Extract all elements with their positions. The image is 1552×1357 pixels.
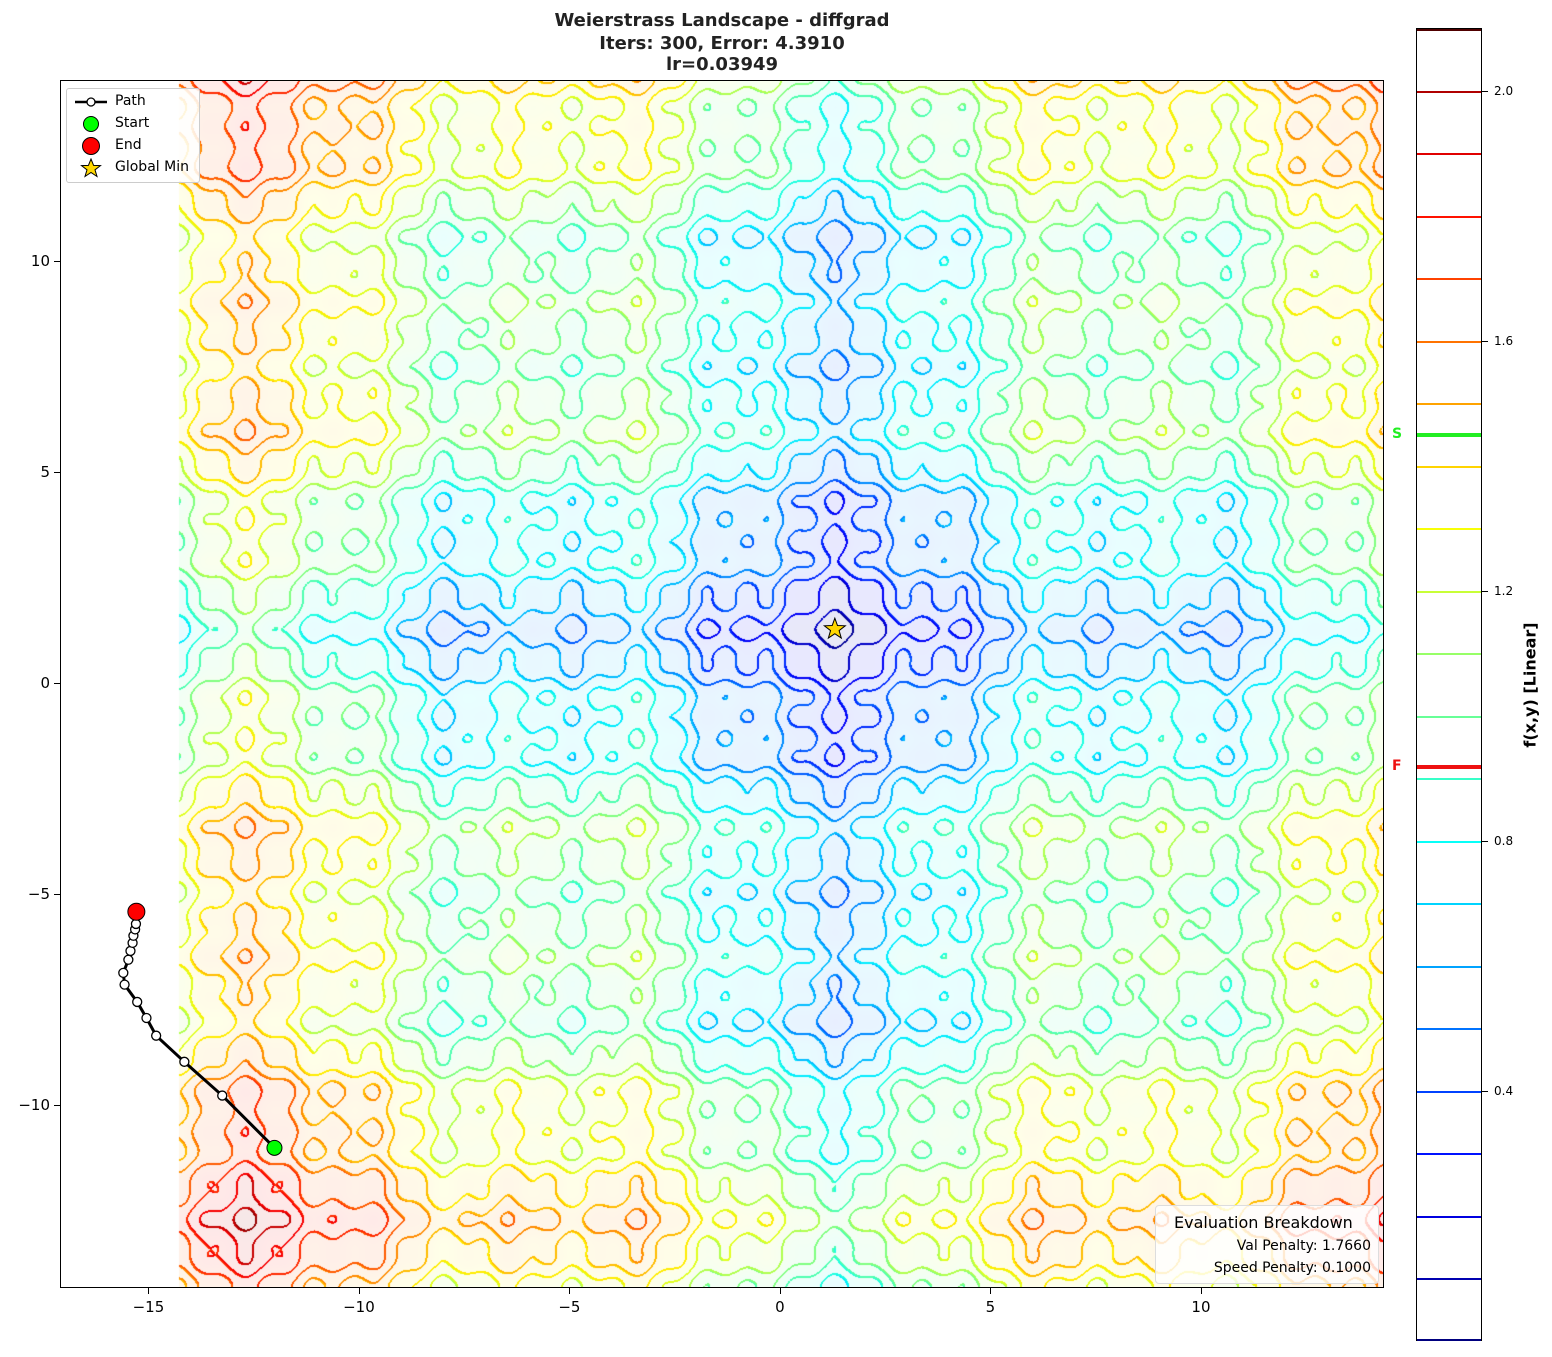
colorbar-tick-label: 0.8 — [1494, 833, 1514, 848]
colorbar-level-line — [1417, 403, 1481, 406]
x-tick — [569, 1288, 571, 1294]
end-marker — [127, 902, 146, 921]
y-tick — [54, 261, 60, 263]
chart-subtitle-lr: lr=0.03949 — [665, 54, 779, 75]
colorbar-level-line — [1417, 1153, 1481, 1156]
start-marker-icon — [83, 116, 99, 132]
colorbar-marker-line — [1417, 433, 1481, 438]
global-min-star — [822, 616, 847, 640]
y-tick — [54, 683, 60, 684]
val-penalty: Val Penalty: 1.7660 — [1236, 1238, 1371, 1254]
x-tick — [148, 1288, 150, 1294]
y-tick-label: −5 — [27, 884, 50, 903]
start-marker — [266, 1139, 283, 1156]
path-point — [141, 1012, 152, 1024]
legend-label: End — [115, 137, 142, 153]
legend-item-start: Start — [67, 114, 197, 134]
y-tick-label: 0 — [40, 674, 50, 692]
contour-field — [61, 81, 1383, 1287]
y-tick-label: 10 — [30, 252, 50, 271]
colorbar-tick — [1482, 340, 1488, 342]
colorbar-level-line — [1417, 1215, 1481, 1218]
colorbar-tick-label: 1.6 — [1494, 333, 1514, 348]
path-point — [118, 967, 129, 978]
chart-title: Weierstrass Landscape - diffgrad — [554, 10, 890, 31]
colorbar-level-line — [1417, 29, 1481, 31]
colorbar-level-line — [1417, 965, 1481, 968]
colorbar-level-line — [1417, 1090, 1481, 1093]
end-marker-icon — [82, 137, 100, 155]
x-tick — [990, 1288, 992, 1294]
legend-item-path: Path — [67, 92, 197, 112]
colorbar-level-line — [1417, 590, 1481, 593]
colorbar-tick — [1482, 90, 1488, 92]
path-point — [217, 1090, 228, 1101]
colorbar-tick — [1482, 590, 1488, 592]
plot-area — [60, 80, 1384, 1288]
path-overlay — [118, 616, 847, 1156]
colorbar-tick-label: 2.0 — [1494, 83, 1514, 98]
star-icon — [80, 158, 102, 178]
colorbar-tick-label: 0.4 — [1494, 1083, 1514, 1098]
legend-item-global-min: Global Min — [67, 158, 197, 178]
x-tick — [779, 1288, 781, 1294]
chart-subtitle-iters: Iters: 300, Error: 4.3910 — [599, 33, 845, 54]
x-tick-label: 0 — [775, 1298, 785, 1316]
legend-label: Global Min — [115, 159, 189, 175]
legend-label: Start — [115, 115, 150, 131]
colorbar-marker-label: F — [1392, 757, 1402, 774]
colorbar-level-line — [1417, 715, 1481, 718]
x-tick-label: −10 — [343, 1298, 375, 1316]
y-tick-label: 5 — [40, 463, 50, 482]
colorbar-level-line — [1417, 215, 1481, 218]
colorbar-level-line — [1417, 1028, 1481, 1031]
colorbar-level-line — [1417, 1339, 1481, 1341]
colorbar-level-line — [1417, 465, 1481, 468]
evaluation-breakdown-box: Evaluation Breakdown Val Penalty: 1.7660… — [1155, 1205, 1379, 1284]
colorbar-level-line — [1417, 1278, 1481, 1281]
colorbar-tick — [1482, 1090, 1488, 1092]
colorbar-marker-line — [1417, 764, 1481, 769]
x-tick — [1200, 1288, 1202, 1294]
colorbar-marker-label: S — [1392, 426, 1403, 443]
colorbar-level-line — [1417, 90, 1481, 93]
legend: Path Start End Global Min — [66, 88, 200, 183]
x-tick-label: −15 — [132, 1298, 165, 1316]
x-tick-label: 10 — [1191, 1298, 1211, 1316]
optimizer-path-line — [121, 911, 276, 1149]
path-point — [132, 996, 143, 1008]
evaluation-heading: Evaluation Breakdown — [1174, 1213, 1353, 1232]
path-point — [119, 979, 130, 990]
colorbar-level-line — [1417, 528, 1481, 531]
colorbar-level-line — [1417, 653, 1481, 656]
speed-penalty: Speed Penalty: 0.1000 — [1213, 1260, 1371, 1276]
colorbar-level-line — [1417, 778, 1481, 781]
path-point — [130, 918, 142, 930]
path-line-icon — [75, 97, 107, 107]
legend-item-end: End — [67, 136, 197, 156]
colorbar-level-line — [1417, 903, 1481, 906]
x-tick — [358, 1288, 360, 1294]
legend-label: Path — [115, 93, 146, 109]
colorbar-tick-label: 1.2 — [1494, 583, 1514, 598]
path-point — [123, 954, 134, 965]
colorbar-level-line — [1417, 278, 1481, 281]
path-point — [179, 1056, 190, 1067]
y-tick — [54, 472, 60, 474]
colorbar-label: f(x,y) [Linear] — [1520, 622, 1540, 748]
y-tick-label: −10 — [18, 1095, 50, 1114]
x-tick-label: 5 — [985, 1298, 996, 1316]
y-tick — [54, 893, 60, 895]
path-point — [151, 1030, 162, 1041]
colorbar — [1416, 28, 1482, 1341]
colorbar-tick — [1482, 840, 1488, 842]
colorbar-level-line — [1417, 340, 1481, 343]
colorbar-level-line — [1417, 840, 1481, 843]
colorbar-level-line — [1417, 153, 1481, 156]
y-tick — [54, 1104, 60, 1106]
x-tick-label: −5 — [558, 1298, 581, 1316]
